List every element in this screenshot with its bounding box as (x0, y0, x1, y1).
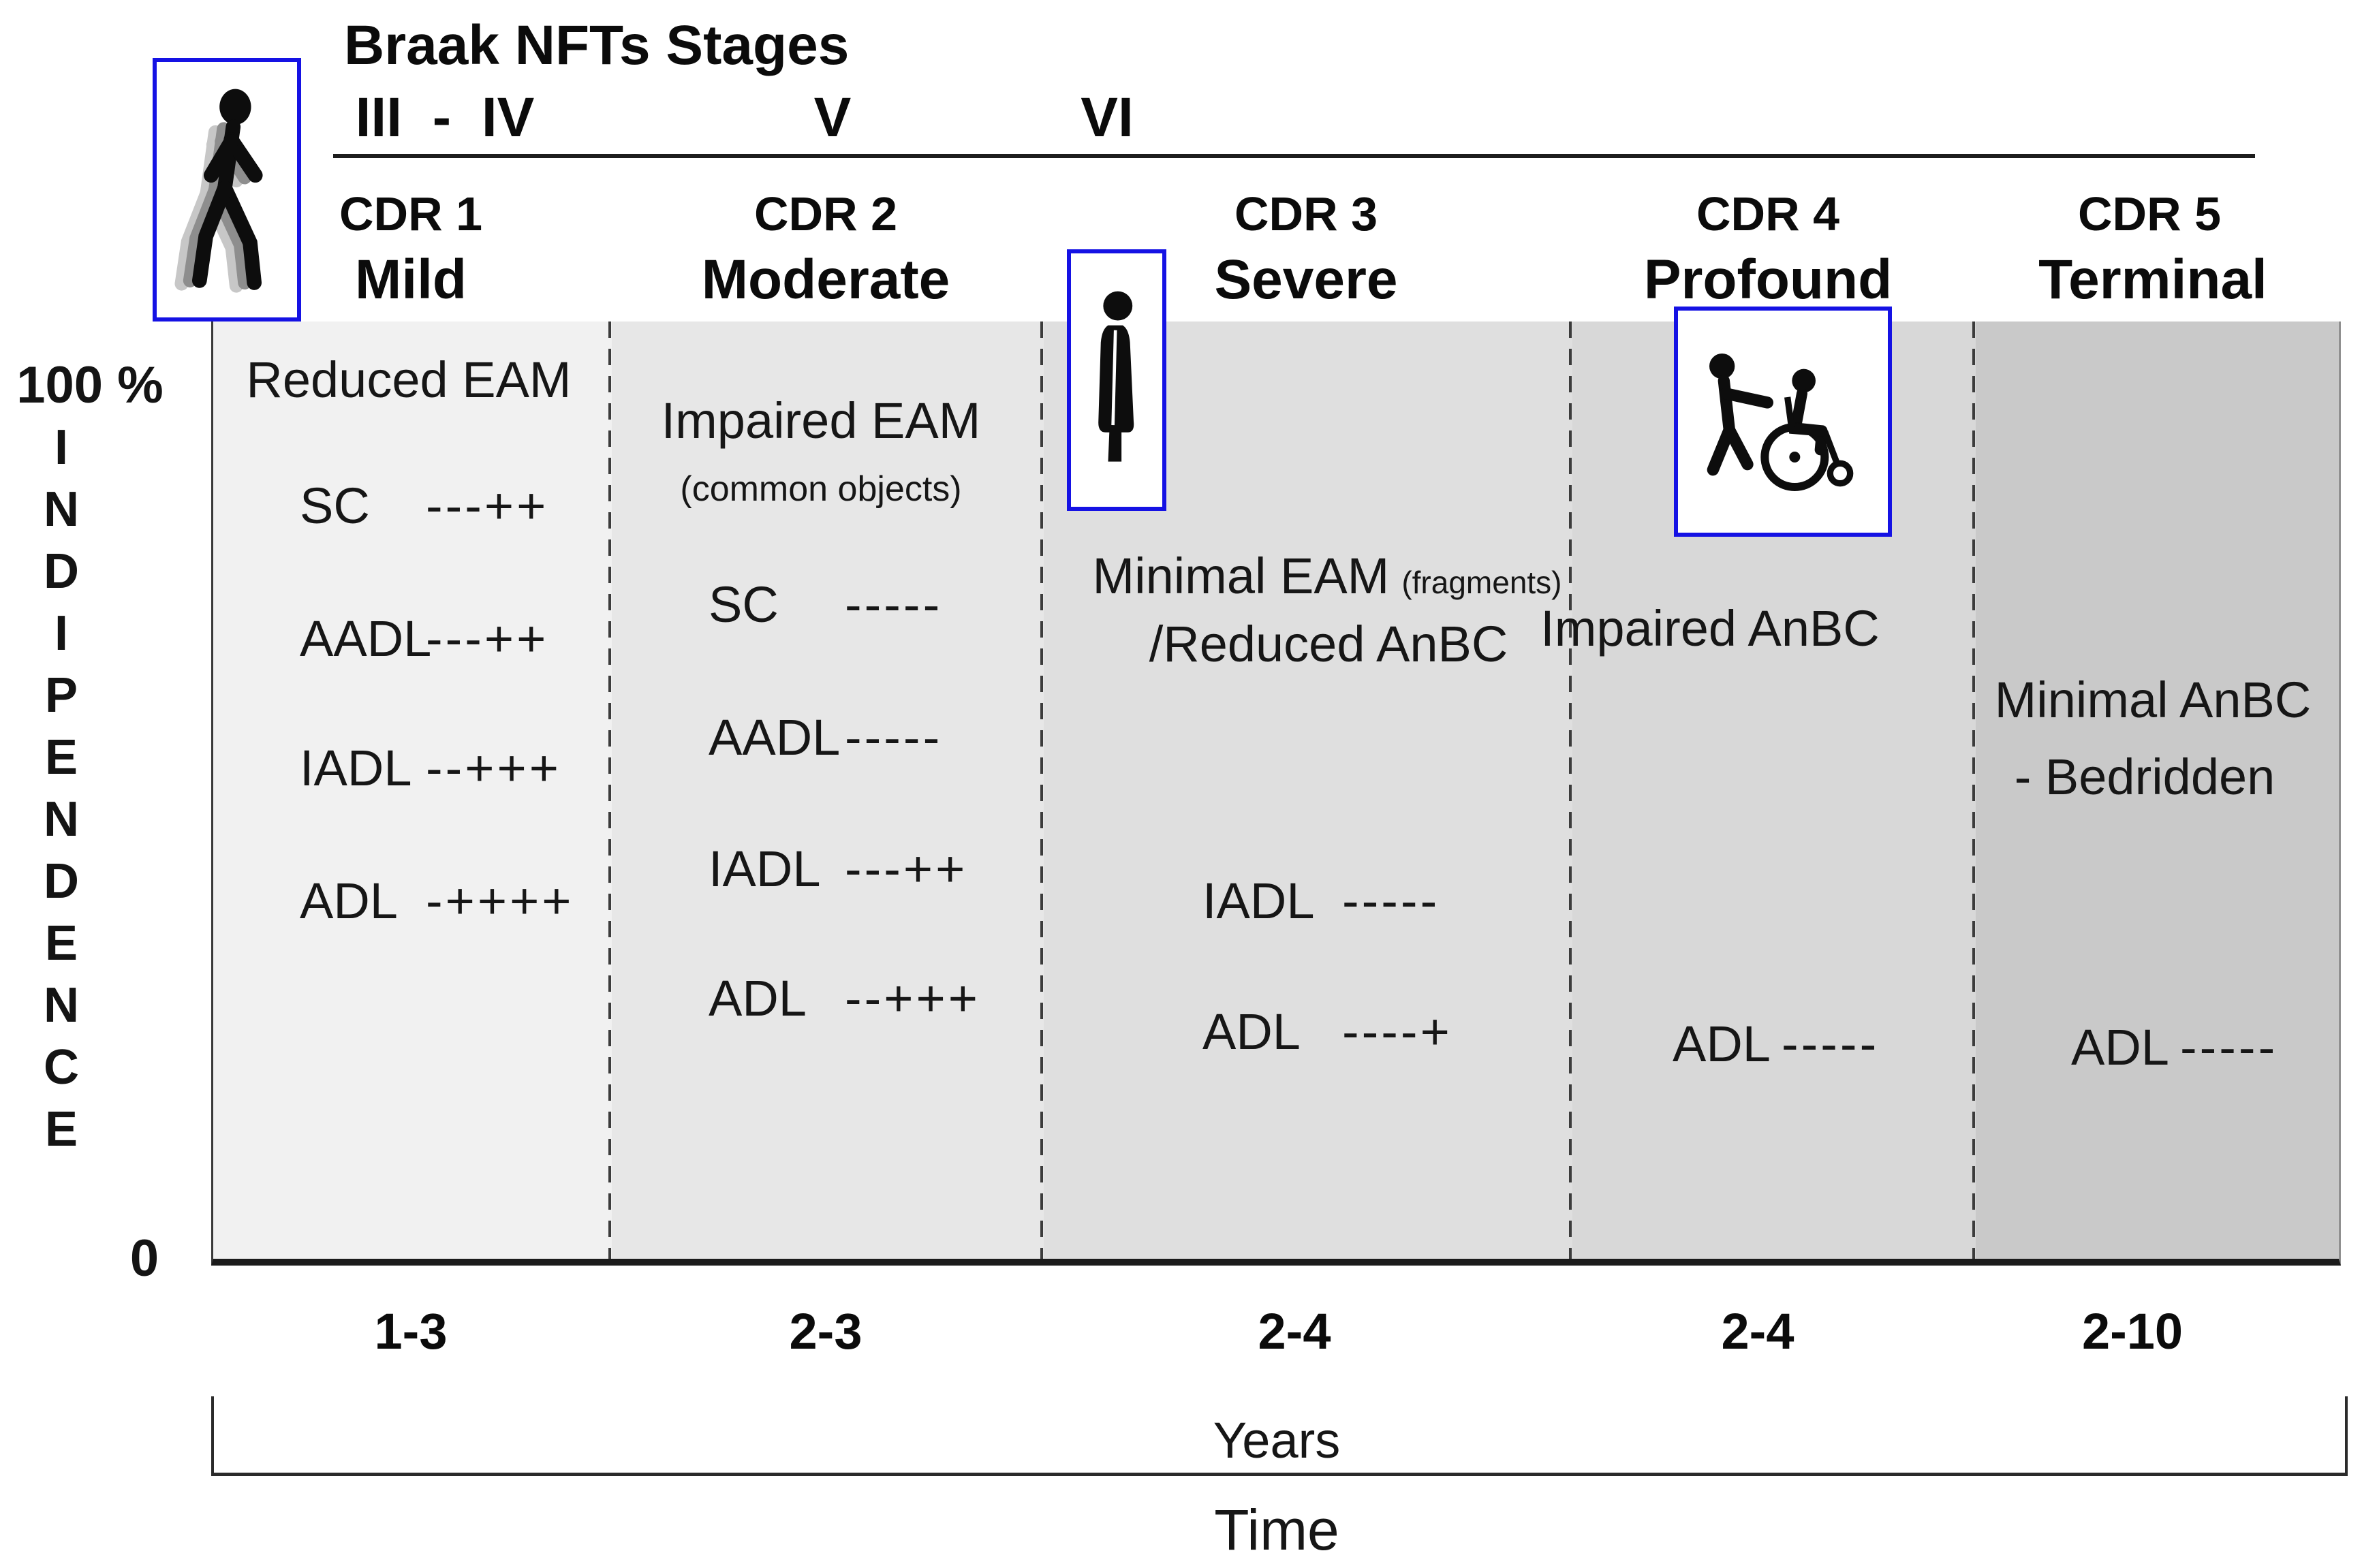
severity-label: Mild (355, 249, 467, 311)
adl-row-symbols: -++++ (426, 873, 574, 929)
y-axis-letter: D (44, 854, 79, 909)
braak-stage-label: VI (1081, 87, 1134, 148)
mild-memory-note: Reduced EAM (246, 351, 572, 408)
adl-row: IADL --+++ (300, 739, 561, 797)
severe-behavior-note: /Reduced AnBC (1149, 616, 1508, 672)
adl-row-label: ADL (709, 970, 807, 1026)
adl-row: IADL ----- (1202, 872, 1440, 930)
stage-band-terminal (1976, 322, 2339, 1259)
adl-row-symbols: ---++ (845, 841, 968, 897)
y-axis-letter: I (54, 606, 68, 661)
adl-row-label: ADL (1202, 1003, 1301, 1060)
cdr-label: CDR 2 (753, 187, 898, 240)
adl-row-label: ADL (300, 873, 398, 929)
adl-row: ADL ----+ (1202, 1003, 1452, 1061)
adl-row: AADL ---++ (300, 610, 548, 668)
adl-row-symbols: --+++ (845, 970, 980, 1026)
severity-label: Terminal (2038, 249, 2267, 311)
severity-label: Severe (1214, 249, 1398, 311)
adl-row-symbols: --+++ (426, 740, 561, 796)
adl-row-label: ADL (2071, 1019, 2169, 1076)
adl-row: ADL -++++ (300, 872, 574, 930)
wheelchair-assist-glyph (1707, 354, 1854, 491)
stage-band-mild (213, 322, 612, 1259)
y-axis-letter: P (44, 668, 78, 723)
stage-band-moderate (612, 322, 1044, 1259)
standing-person-icon (1067, 249, 1166, 511)
duration-label: 2-4 (1721, 1303, 1794, 1360)
severity-label: Moderate (701, 249, 950, 311)
y-axis-letter: E (44, 730, 78, 785)
severity-label: Profound (1643, 249, 1893, 311)
column-separator (1040, 322, 1043, 1259)
x-axis-unit-label: Years (1213, 1412, 1341, 1469)
cdr-label: CDR 4 (1696, 187, 1840, 240)
y-axis-letter: N (44, 978, 79, 1033)
y-axis-letter: C (44, 1040, 79, 1095)
adl-row: ADL ----- (1673, 1015, 1879, 1073)
duration-label: 1-3 (374, 1303, 448, 1360)
severe-memory-note-fragments: (fragments) (1401, 565, 1562, 600)
adl-row-label: SC (300, 477, 370, 534)
y-axis-bottom-label: 0 (129, 1229, 159, 1287)
duration-label: 2-4 (1258, 1303, 1331, 1360)
walking-person-glyph (174, 89, 263, 293)
severe-memory-note: Minimal EAM (fragments) (1092, 547, 1561, 605)
duration-label: 2-10 (2081, 1303, 2184, 1360)
severe-memory-note-main: Minimal EAM (1092, 548, 1390, 604)
adl-row-label: SC (709, 576, 779, 633)
cdr-label: CDR 5 (2077, 187, 2222, 240)
terminal-behavior-note: Minimal AnBC (1994, 672, 2312, 728)
y-axis-letter: I (54, 420, 68, 475)
braak-stage-label: V (813, 87, 852, 148)
walking-person-icon (153, 58, 301, 322)
adl-row: ADL ----- (2071, 1018, 2278, 1076)
figure-title: Braak NFTs Stages (344, 14, 850, 76)
adl-row: ADL --+++ (709, 969, 980, 1027)
x-axis-label: Time (1214, 1498, 1339, 1562)
cdr-label: CDR 3 (1234, 187, 1378, 240)
y-axis-letter: D (44, 544, 79, 599)
y-axis-letter: N (44, 482, 79, 537)
adl-row-symbols: ----- (1782, 1016, 1880, 1072)
column-separator (1569, 322, 1572, 1259)
wheelchair-assist-icon (1674, 307, 1892, 537)
adl-row-label: IADL (709, 841, 821, 897)
adl-row-label: IADL (300, 740, 412, 796)
column-separator (608, 322, 611, 1259)
adl-row-symbols: ----- (845, 576, 943, 633)
y-axis-letter: E (44, 1102, 78, 1157)
adl-row-symbols: ----- (1342, 873, 1440, 929)
terminal-bedridden-note: - Bedridden (2014, 749, 2275, 805)
profound-behavior-note: Impaired AnBC (1540, 600, 1880, 657)
column-separator (1972, 322, 1975, 1259)
adl-row: SC ----- (709, 576, 942, 633)
standing-person-glyph (1098, 291, 1134, 462)
adl-row-symbols: ----- (845, 709, 943, 766)
adl-row-symbols: ---++ (426, 477, 549, 534)
adl-row: AADL ----- (709, 708, 942, 766)
years-bracket (211, 1396, 2348, 1476)
adl-row-symbols: ----+ (1342, 1003, 1452, 1060)
y-axis-letter: N (44, 792, 79, 847)
braak-stage-label: III - IV (355, 87, 535, 148)
adl-row-symbols: ---++ (426, 610, 549, 667)
moderate-memory-note: Impaired EAM (661, 392, 981, 449)
cdr-label: CDR 1 (339, 187, 483, 240)
adl-row: SC ---++ (300, 477, 548, 535)
adl-row-label: AADL (709, 709, 841, 766)
moderate-memory-subnote: (common objects) (680, 469, 962, 509)
y-axis-top-label: 100 % (16, 356, 164, 414)
header-divider-line (333, 154, 2255, 158)
adl-row-label: IADL (1202, 873, 1315, 929)
adl-row-label: ADL (1673, 1016, 1771, 1072)
y-axis-word-independence: I N D I P E N D E N C E (35, 417, 87, 1161)
adl-row: IADL ---++ (709, 840, 967, 898)
duration-label: 2-3 (789, 1303, 863, 1360)
adl-row-label: AADL (300, 610, 432, 667)
y-axis-letter: E (44, 916, 78, 971)
adl-row-symbols: ----- (2180, 1019, 2278, 1076)
